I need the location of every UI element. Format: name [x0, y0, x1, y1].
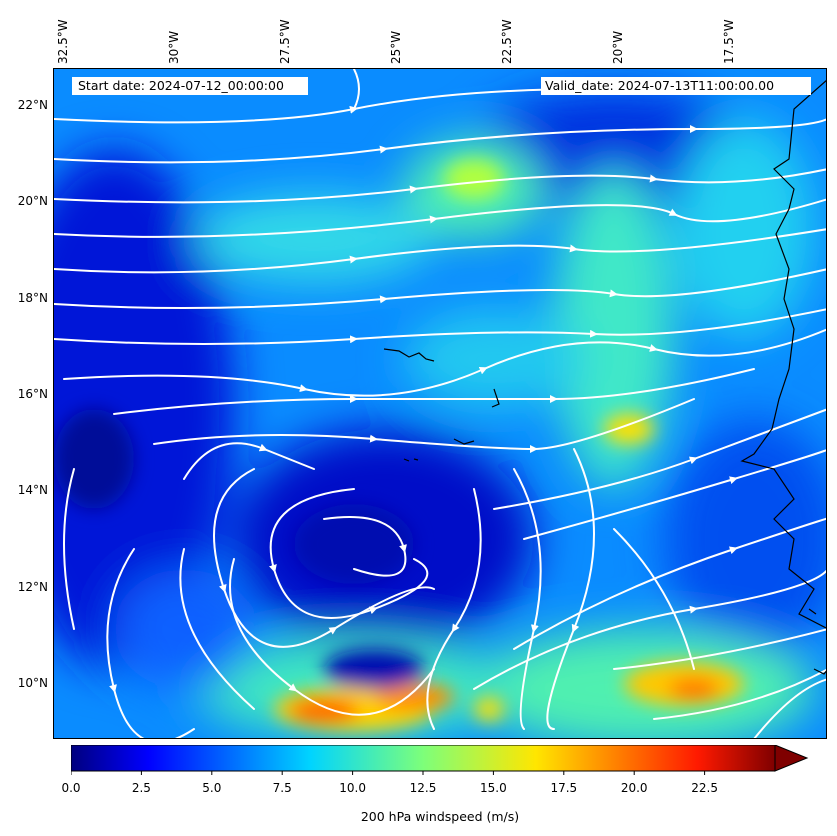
start-date-text: Start date: 2024-07-12_00:00:00: [78, 78, 284, 93]
colorbar: [71, 745, 809, 775]
streamline: [106, 548, 195, 738]
longitude-label: 27.5°W: [278, 19, 292, 64]
longitude-label: 20°W: [611, 30, 625, 64]
latitude-label: 14°N: [17, 483, 48, 498]
colorbar-tick-label: 5.0: [202, 781, 222, 795]
longitude-label: 32.5°W: [56, 19, 70, 64]
streamline: [353, 69, 360, 110]
streamlines: [54, 69, 826, 738]
cape-verde-islands: [383, 348, 500, 462]
streamline: [653, 668, 826, 720]
colorbar-label: 200 hPa windspeed (m/s): [360, 809, 520, 824]
streamline: [179, 548, 255, 710]
streamline: [546, 448, 595, 730]
colorbar-tick-label: 20.0: [620, 781, 648, 795]
streamline: [513, 517, 826, 650]
streamline: [113, 368, 755, 415]
colorbar-tick-label: 2.5: [131, 781, 151, 795]
valid-date-text: Valid_date: 2024-07-13T11:00:00.00: [545, 78, 775, 93]
colorbar-tick-label: 12.5: [409, 781, 437, 795]
streamline: [54, 168, 826, 204]
latitude-label: 18°N: [17, 290, 48, 305]
streamline: [473, 569, 826, 690]
streamline: [523, 449, 826, 540]
coastal-islands: [808, 608, 826, 675]
colorbar-gradient: [71, 745, 776, 772]
valid-date-box: Valid_date: 2024-07-13T11:00:00.00: [541, 77, 811, 95]
latitude-label: 16°N: [17, 386, 48, 401]
start-date-box: Start date: 2024-07-12_00:00:00: [72, 77, 308, 95]
latitude-label: 22°N: [17, 98, 48, 112]
streamline: [63, 468, 75, 630]
streamline: [513, 468, 542, 730]
colorbar-tick-label: 17.5: [550, 781, 578, 795]
colorbar-tick-label: 22.5: [691, 781, 718, 795]
streamline: [323, 516, 407, 577]
longitude-label: 22.5°W: [500, 19, 514, 64]
streamline: [213, 468, 435, 648]
streamline: [54, 268, 826, 309]
longitude-label: 30°W: [167, 30, 181, 64]
colorbar-tick-label: 7.5: [272, 781, 292, 795]
colorbar-extend-arrow: [774, 745, 809, 772]
streamline: [153, 398, 695, 454]
streamline: [63, 328, 826, 397]
streamline: [426, 488, 482, 730]
windspeed-map: [53, 68, 827, 739]
longitude-label: 17.5°W: [722, 19, 736, 64]
streamline: [269, 488, 429, 619]
streamline: [54, 228, 826, 274]
streamline: [229, 558, 435, 716]
map-canvas: [54, 69, 826, 738]
colorbar-tick-label: 15.0: [480, 781, 507, 795]
streamline: [613, 528, 695, 670]
colorbar-tick-marks: [71, 771, 706, 775]
streamline: [54, 118, 826, 164]
streamline: [493, 408, 826, 510]
streamline: [183, 442, 315, 480]
longitude-label: 25°W: [389, 30, 403, 64]
africa-coastline: [740, 79, 826, 629]
streamline: [54, 198, 826, 238]
streamline: [753, 678, 826, 738]
latitude-label: 10°N: [17, 675, 48, 690]
latitude-label: 20°N: [17, 194, 48, 209]
latitude-label: 12°N: [17, 579, 48, 594]
streamline: [54, 308, 826, 345]
colorbar-tick-label: 0.0: [61, 781, 81, 795]
colorbar-tick-label: 10.0: [339, 781, 366, 795]
coastlines: [383, 79, 826, 675]
streamline: [613, 628, 826, 670]
wind-field-cores: [54, 159, 744, 731]
